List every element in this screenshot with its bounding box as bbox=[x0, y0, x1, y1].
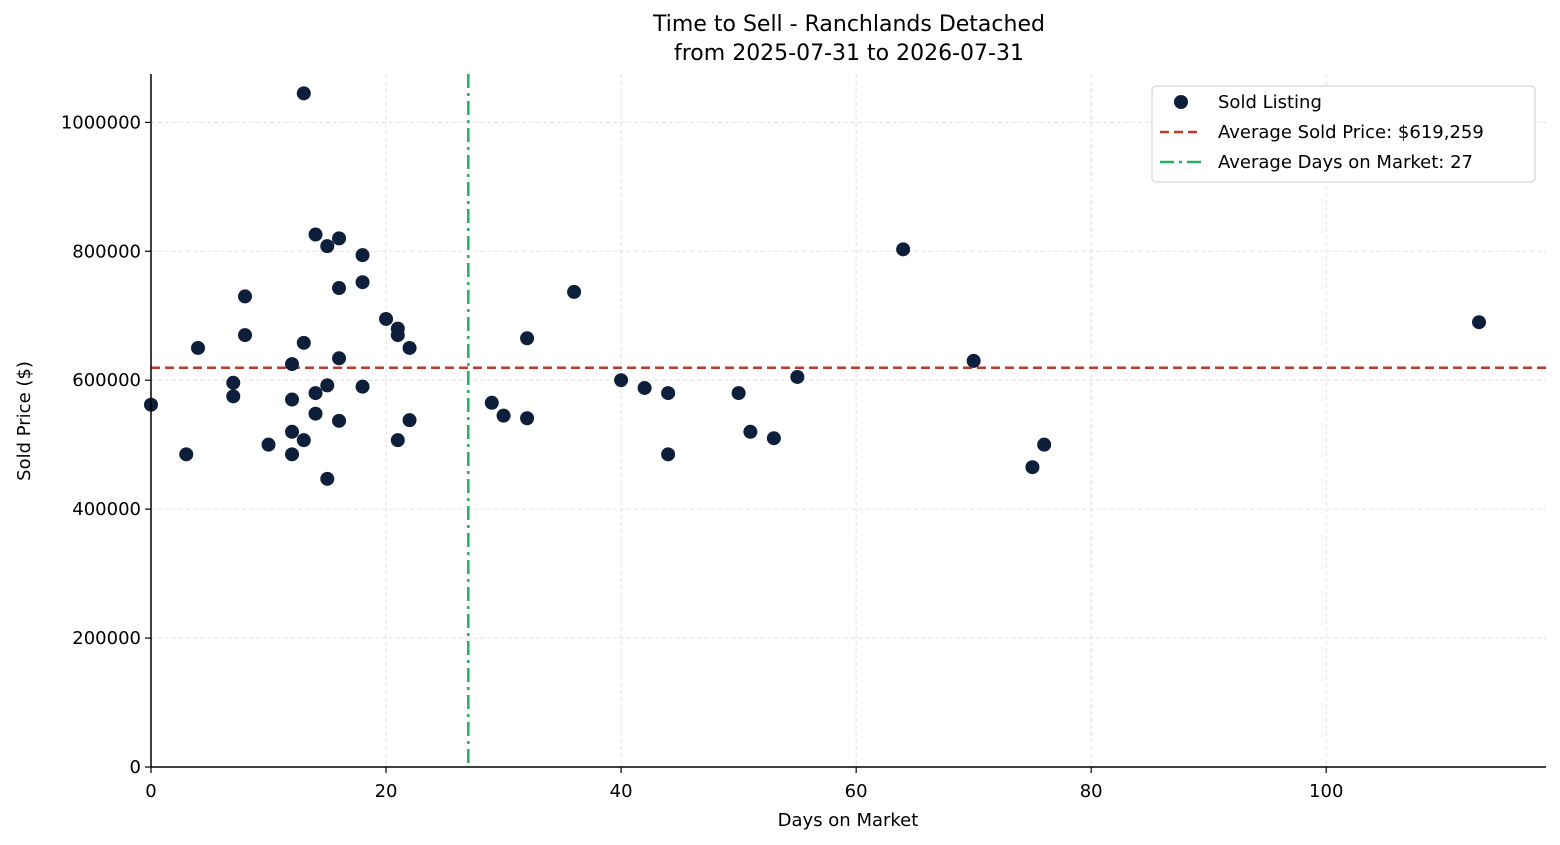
sold-listing-point bbox=[285, 447, 300, 462]
sold-listing-point bbox=[637, 380, 652, 395]
x-axis-title: Days on Market bbox=[778, 810, 919, 831]
y-tick-label: 600000 bbox=[72, 370, 141, 391]
sold-listing-point bbox=[238, 328, 253, 343]
sold-listing-point bbox=[966, 353, 981, 368]
sold-listing-point bbox=[379, 311, 394, 326]
sold-listing-point bbox=[308, 406, 323, 421]
sold-listing-point bbox=[402, 413, 417, 428]
sold-listing-point bbox=[661, 386, 676, 401]
sold-listing-point bbox=[320, 471, 335, 486]
sold-listing-point bbox=[320, 378, 335, 393]
legend-box bbox=[1151, 85, 1536, 183]
chart-title: Time to Sell - Ranchlands Detached bbox=[653, 12, 1045, 37]
sold-listing-point bbox=[285, 357, 300, 372]
y-tick-label: 800000 bbox=[72, 241, 141, 262]
sold-listing-point bbox=[285, 424, 300, 439]
sold-listing-point bbox=[355, 379, 370, 394]
y-tick-label: 200000 bbox=[72, 628, 141, 649]
reference-lines bbox=[151, 74, 1546, 767]
sold-listing-point bbox=[355, 275, 370, 290]
y-axis-title: Sold Price ($) bbox=[14, 361, 35, 481]
sold-listing-point bbox=[743, 424, 758, 439]
sold-listing-point bbox=[332, 413, 347, 428]
sold-listing-point bbox=[766, 431, 781, 446]
sold-listing-point bbox=[896, 242, 911, 257]
sold-listing-point bbox=[296, 335, 311, 350]
sold-listing-point bbox=[390, 433, 405, 448]
sold-listing-point bbox=[496, 408, 511, 423]
legend-point-marker bbox=[1174, 95, 1188, 109]
sold-listing-point bbox=[402, 340, 417, 355]
x-tick-label: 0 bbox=[145, 781, 156, 802]
y-tick-label: 1000000 bbox=[61, 112, 141, 133]
sold-listing-point bbox=[332, 351, 347, 366]
data-points bbox=[144, 86, 1487, 486]
sold-listing-point bbox=[520, 411, 535, 426]
x-tick-label: 60 bbox=[845, 781, 868, 802]
sold-listing-point bbox=[296, 86, 311, 101]
sold-listing-point bbox=[1037, 437, 1052, 452]
x-tick-label: 20 bbox=[375, 781, 398, 802]
sold-listing-point bbox=[790, 369, 805, 384]
sold-listing-point bbox=[1025, 460, 1040, 475]
x-tick-label: 100 bbox=[1309, 781, 1343, 802]
sold-listing-point bbox=[261, 437, 276, 452]
sold-listing-point bbox=[308, 386, 323, 401]
chart-subtitle: from 2025-07-31 to 2026-07-31 bbox=[674, 41, 1024, 66]
sold-listing-point bbox=[355, 248, 370, 263]
ticks: 0 20 40 60 80 100 0 200000 400000 600000 800000 100… bbox=[61, 112, 1344, 802]
sold-listing-point bbox=[390, 328, 405, 343]
sold-listing-point bbox=[484, 395, 499, 410]
sold-listing-point bbox=[332, 231, 347, 246]
sold-listing-point bbox=[296, 433, 311, 448]
sold-listing-point bbox=[191, 340, 206, 355]
sold-listing-point bbox=[226, 389, 241, 404]
sold-listing-point bbox=[731, 386, 746, 401]
y-tick-label: 0 bbox=[130, 757, 141, 778]
sold-listing-point bbox=[226, 375, 241, 390]
legend-label: Sold Listing bbox=[1218, 92, 1322, 113]
sold-listing-point bbox=[308, 227, 323, 242]
axes bbox=[150, 74, 1546, 768]
sold-listing-point bbox=[238, 289, 253, 304]
sold-listing-point bbox=[285, 392, 300, 407]
grid bbox=[151, 74, 1546, 767]
sold-listing-point bbox=[661, 447, 676, 462]
sold-listing-point bbox=[179, 447, 194, 462]
sold-listing-point bbox=[332, 281, 347, 296]
sold-listing-point bbox=[320, 239, 335, 254]
x-tick-label: 40 bbox=[610, 781, 633, 802]
legend: Sold Listing Average Sold Price: $619,259… bbox=[1151, 85, 1536, 183]
sold-listing-point bbox=[614, 373, 629, 388]
y-tick-label: 400000 bbox=[72, 499, 141, 520]
sold-listing-point bbox=[567, 284, 582, 299]
sold-listing-point bbox=[1472, 315, 1487, 330]
x-tick-label: 80 bbox=[1080, 781, 1103, 802]
sold-listing-point bbox=[520, 331, 535, 346]
legend-label: Average Days on Market: 27 bbox=[1218, 152, 1473, 173]
legend-label: Average Sold Price: $619,259 bbox=[1218, 122, 1484, 143]
